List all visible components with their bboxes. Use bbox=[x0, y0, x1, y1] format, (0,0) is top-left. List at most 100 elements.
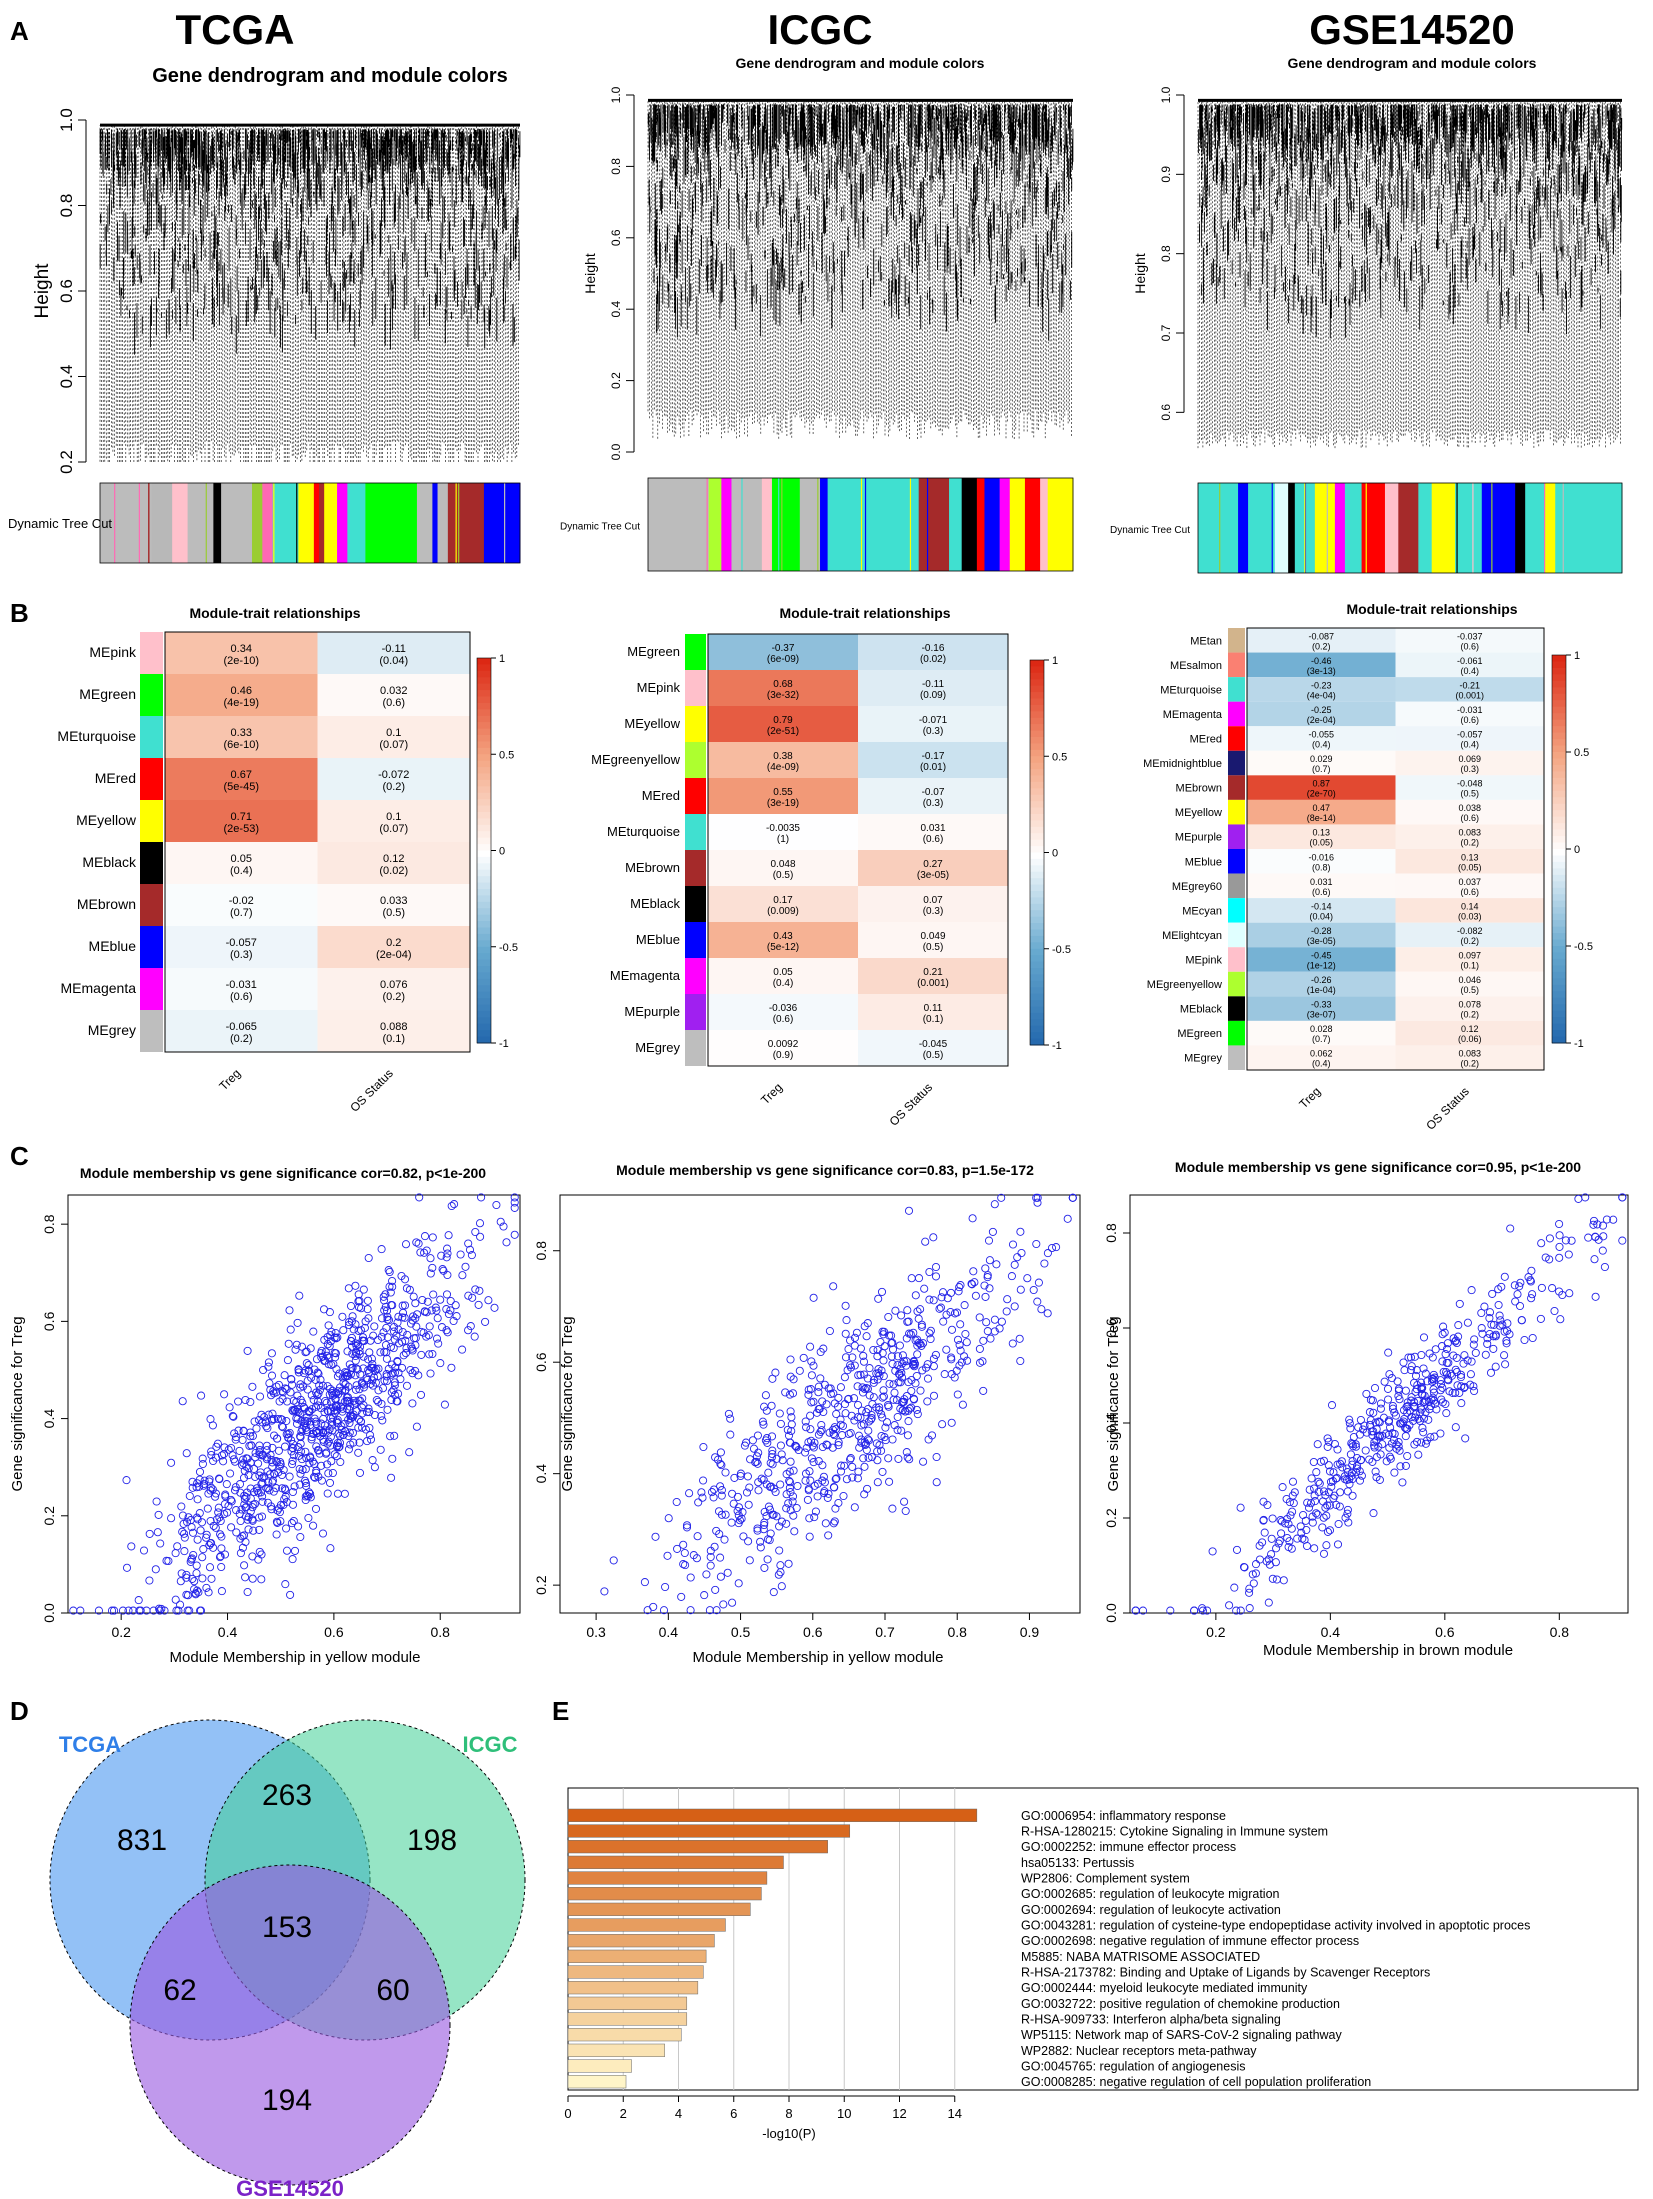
heatmap-cell bbox=[317, 968, 470, 1010]
scatter-point bbox=[1527, 1294, 1536, 1303]
panel-letter-a: A bbox=[10, 16, 29, 46]
scatter-point bbox=[1567, 1236, 1576, 1245]
scatter-point bbox=[1498, 1320, 1507, 1329]
scatter-point bbox=[273, 1506, 282, 1515]
scatter-point bbox=[198, 1459, 207, 1469]
scatter-point bbox=[664, 1514, 673, 1523]
scatter-point bbox=[337, 1386, 347, 1395]
scatter-point bbox=[782, 1519, 791, 1528]
scatter-point bbox=[1550, 1306, 1559, 1316]
legend-step bbox=[1552, 881, 1566, 889]
p-value: (0.2) bbox=[1460, 838, 1479, 848]
scatter-point bbox=[1442, 1409, 1451, 1418]
y-tick-label: 0.8 bbox=[609, 158, 623, 175]
scatter-point bbox=[313, 1428, 322, 1437]
heatmap-cell bbox=[1247, 701, 1396, 727]
heatmap-row: MEmidnightblue 0.029(0.7)0.069(0.3) bbox=[1143, 750, 1544, 776]
scatter-point bbox=[985, 1284, 994, 1293]
heatmap-cell bbox=[1395, 1045, 1544, 1070]
scatter-point bbox=[1375, 1418, 1384, 1427]
scatter-point bbox=[860, 1322, 869, 1331]
scatter-point bbox=[299, 1403, 308, 1412]
scatter-point bbox=[956, 1281, 965, 1290]
p-value: (0.6) bbox=[1460, 641, 1479, 651]
scatter-point bbox=[1598, 1246, 1607, 1255]
scatter-point bbox=[310, 1472, 319, 1481]
scatter-point bbox=[377, 1245, 386, 1254]
scatter-point bbox=[290, 1546, 300, 1555]
scatter-point bbox=[293, 1414, 302, 1424]
p-value: (0.3) bbox=[923, 798, 944, 809]
scatter-point bbox=[917, 1341, 926, 1350]
scatter-point bbox=[241, 1573, 250, 1582]
scatter-point bbox=[306, 1493, 315, 1502]
scatter-point bbox=[905, 1455, 914, 1464]
module-color-stripe bbox=[909, 478, 912, 571]
scatter-point bbox=[909, 1395, 919, 1404]
scatter-point bbox=[759, 1420, 768, 1429]
scatter-point bbox=[1236, 1503, 1245, 1512]
scatter-point bbox=[291, 1406, 300, 1415]
module-color-block bbox=[1248, 483, 1276, 573]
scatter-point bbox=[418, 1295, 427, 1305]
scatter-point bbox=[1537, 1239, 1546, 1248]
scatter-point bbox=[768, 1460, 777, 1469]
module-color-block bbox=[918, 478, 950, 571]
scatter-point bbox=[283, 1397, 292, 1406]
correlation-value: -0.031 bbox=[226, 979, 257, 991]
scatter-point bbox=[1313, 1440, 1322, 1449]
module-name: MEsalmon bbox=[1170, 660, 1222, 672]
scatter-point bbox=[776, 1561, 785, 1570]
legend-tick-label: -0.5 bbox=[1052, 944, 1071, 956]
scatter-point bbox=[385, 1267, 394, 1277]
y-tick-label: 0.0 bbox=[41, 1603, 57, 1623]
legend-step bbox=[1552, 926, 1566, 934]
module-swatch bbox=[685, 778, 706, 814]
legend-step bbox=[477, 690, 491, 697]
scatter-point bbox=[371, 1378, 380, 1387]
scatter-point bbox=[198, 1574, 207, 1583]
legend-step bbox=[1030, 852, 1044, 860]
p-value: (0.09) bbox=[920, 690, 946, 701]
scatter-point bbox=[352, 1342, 361, 1351]
scatter-point bbox=[193, 1495, 202, 1504]
scatter-point bbox=[267, 1391, 276, 1400]
scatter-point bbox=[1457, 1399, 1466, 1408]
scatter-point bbox=[932, 1478, 941, 1487]
scatter-point bbox=[154, 1510, 163, 1519]
legend-step bbox=[1030, 1019, 1044, 1027]
scatter-point bbox=[354, 1290, 363, 1299]
scatter-point bbox=[825, 1326, 834, 1336]
scatter-point bbox=[1411, 1410, 1420, 1419]
scatter-point bbox=[368, 1359, 377, 1369]
scatter-point bbox=[145, 1529, 154, 1538]
scatter-point bbox=[1245, 1604, 1254, 1613]
scatter-point bbox=[443, 1270, 452, 1280]
scatter-point bbox=[207, 1574, 216, 1583]
trait-label: OS Status bbox=[887, 1080, 936, 1129]
legend-step bbox=[1552, 797, 1566, 805]
scatter-point bbox=[1455, 1388, 1464, 1397]
p-value: (3e-05) bbox=[1307, 936, 1336, 946]
scatter-point bbox=[246, 1397, 255, 1407]
module-color-block bbox=[1040, 478, 1049, 571]
heatmap-frame bbox=[1246, 627, 1545, 1071]
module-color-block bbox=[1334, 483, 1346, 573]
scatter-point bbox=[1452, 1338, 1461, 1348]
module-name: MEpurple bbox=[624, 1004, 680, 1019]
y-tick-label: 0.6 bbox=[609, 229, 623, 246]
scatter-point bbox=[694, 1498, 703, 1507]
legend-step bbox=[1552, 991, 1566, 999]
module-color-block bbox=[648, 478, 710, 571]
heatmap-cell bbox=[1247, 652, 1396, 678]
legend-step bbox=[1552, 952, 1566, 960]
scatter-point bbox=[287, 1519, 296, 1528]
scatter-point bbox=[314, 1401, 323, 1410]
scatter-point bbox=[214, 1503, 223, 1512]
scatter-point bbox=[878, 1327, 887, 1336]
scatter-point bbox=[698, 1493, 707, 1502]
scatter-point bbox=[220, 1443, 229, 1452]
scatter-point bbox=[263, 1467, 272, 1476]
legend-step bbox=[1552, 655, 1566, 662]
